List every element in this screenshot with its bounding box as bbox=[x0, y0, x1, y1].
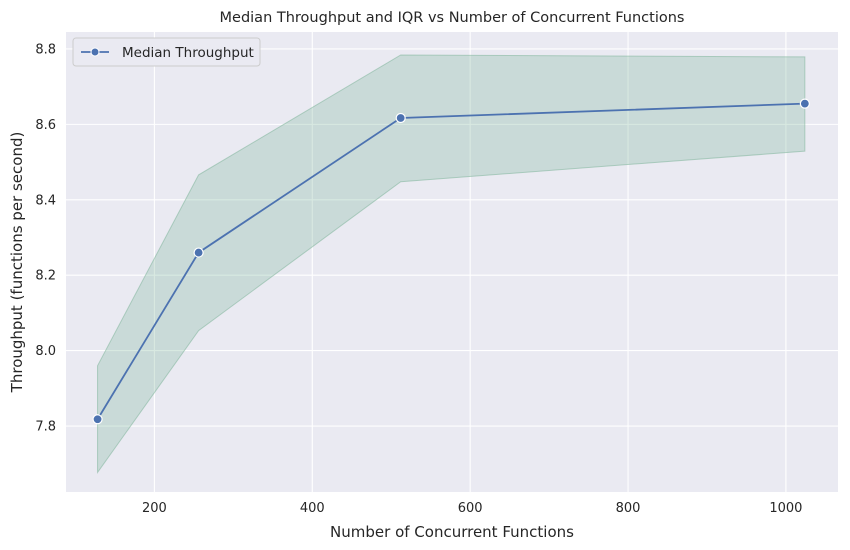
y-axis-label: Throughput (functions per second) bbox=[8, 132, 26, 394]
x-tick-label: 200 bbox=[142, 501, 167, 516]
x-axis-label: Number of Concurrent Functions bbox=[330, 523, 574, 541]
median-throughput-line bbox=[96, 102, 805, 420]
y-tick-label: 8.6 bbox=[35, 118, 56, 133]
legend-marker-swatch bbox=[90, 47, 100, 57]
y-tick-label: 8.4 bbox=[35, 193, 56, 208]
legend-box bbox=[72, 37, 261, 67]
x-tick-label: 1000 bbox=[769, 501, 802, 516]
y-tick-label: 8.8 bbox=[35, 42, 56, 57]
y-tick-label: 7.8 bbox=[35, 420, 56, 435]
tick-labels: 200 400 600 800 1000 7.8 8.0 8.2 8.4 8.6 8.8 bbox=[35, 42, 802, 516]
legend: Median Throughput bbox=[72, 37, 261, 67]
legend-label: Median Throughput bbox=[122, 45, 254, 61]
x-tick-label: 800 bbox=[616, 501, 641, 516]
median-throughput-point bbox=[799, 98, 810, 109]
y-tick-label: 8.0 bbox=[35, 344, 56, 359]
x-tick-label: 400 bbox=[300, 501, 325, 516]
grid bbox=[66, 32, 838, 492]
plot-background bbox=[66, 32, 838, 492]
chart-title: Median Throughput and IQR vs Number of C… bbox=[220, 10, 685, 26]
median-throughput-point bbox=[395, 112, 406, 124]
median-throughput-point bbox=[193, 247, 204, 258]
median-throughput-point bbox=[92, 414, 103, 425]
iqr-band bbox=[97, 54, 806, 474]
x-tick-label: 600 bbox=[458, 501, 483, 516]
median-throughput-points bbox=[92, 98, 810, 425]
y-tick-label: 8.2 bbox=[35, 269, 56, 284]
